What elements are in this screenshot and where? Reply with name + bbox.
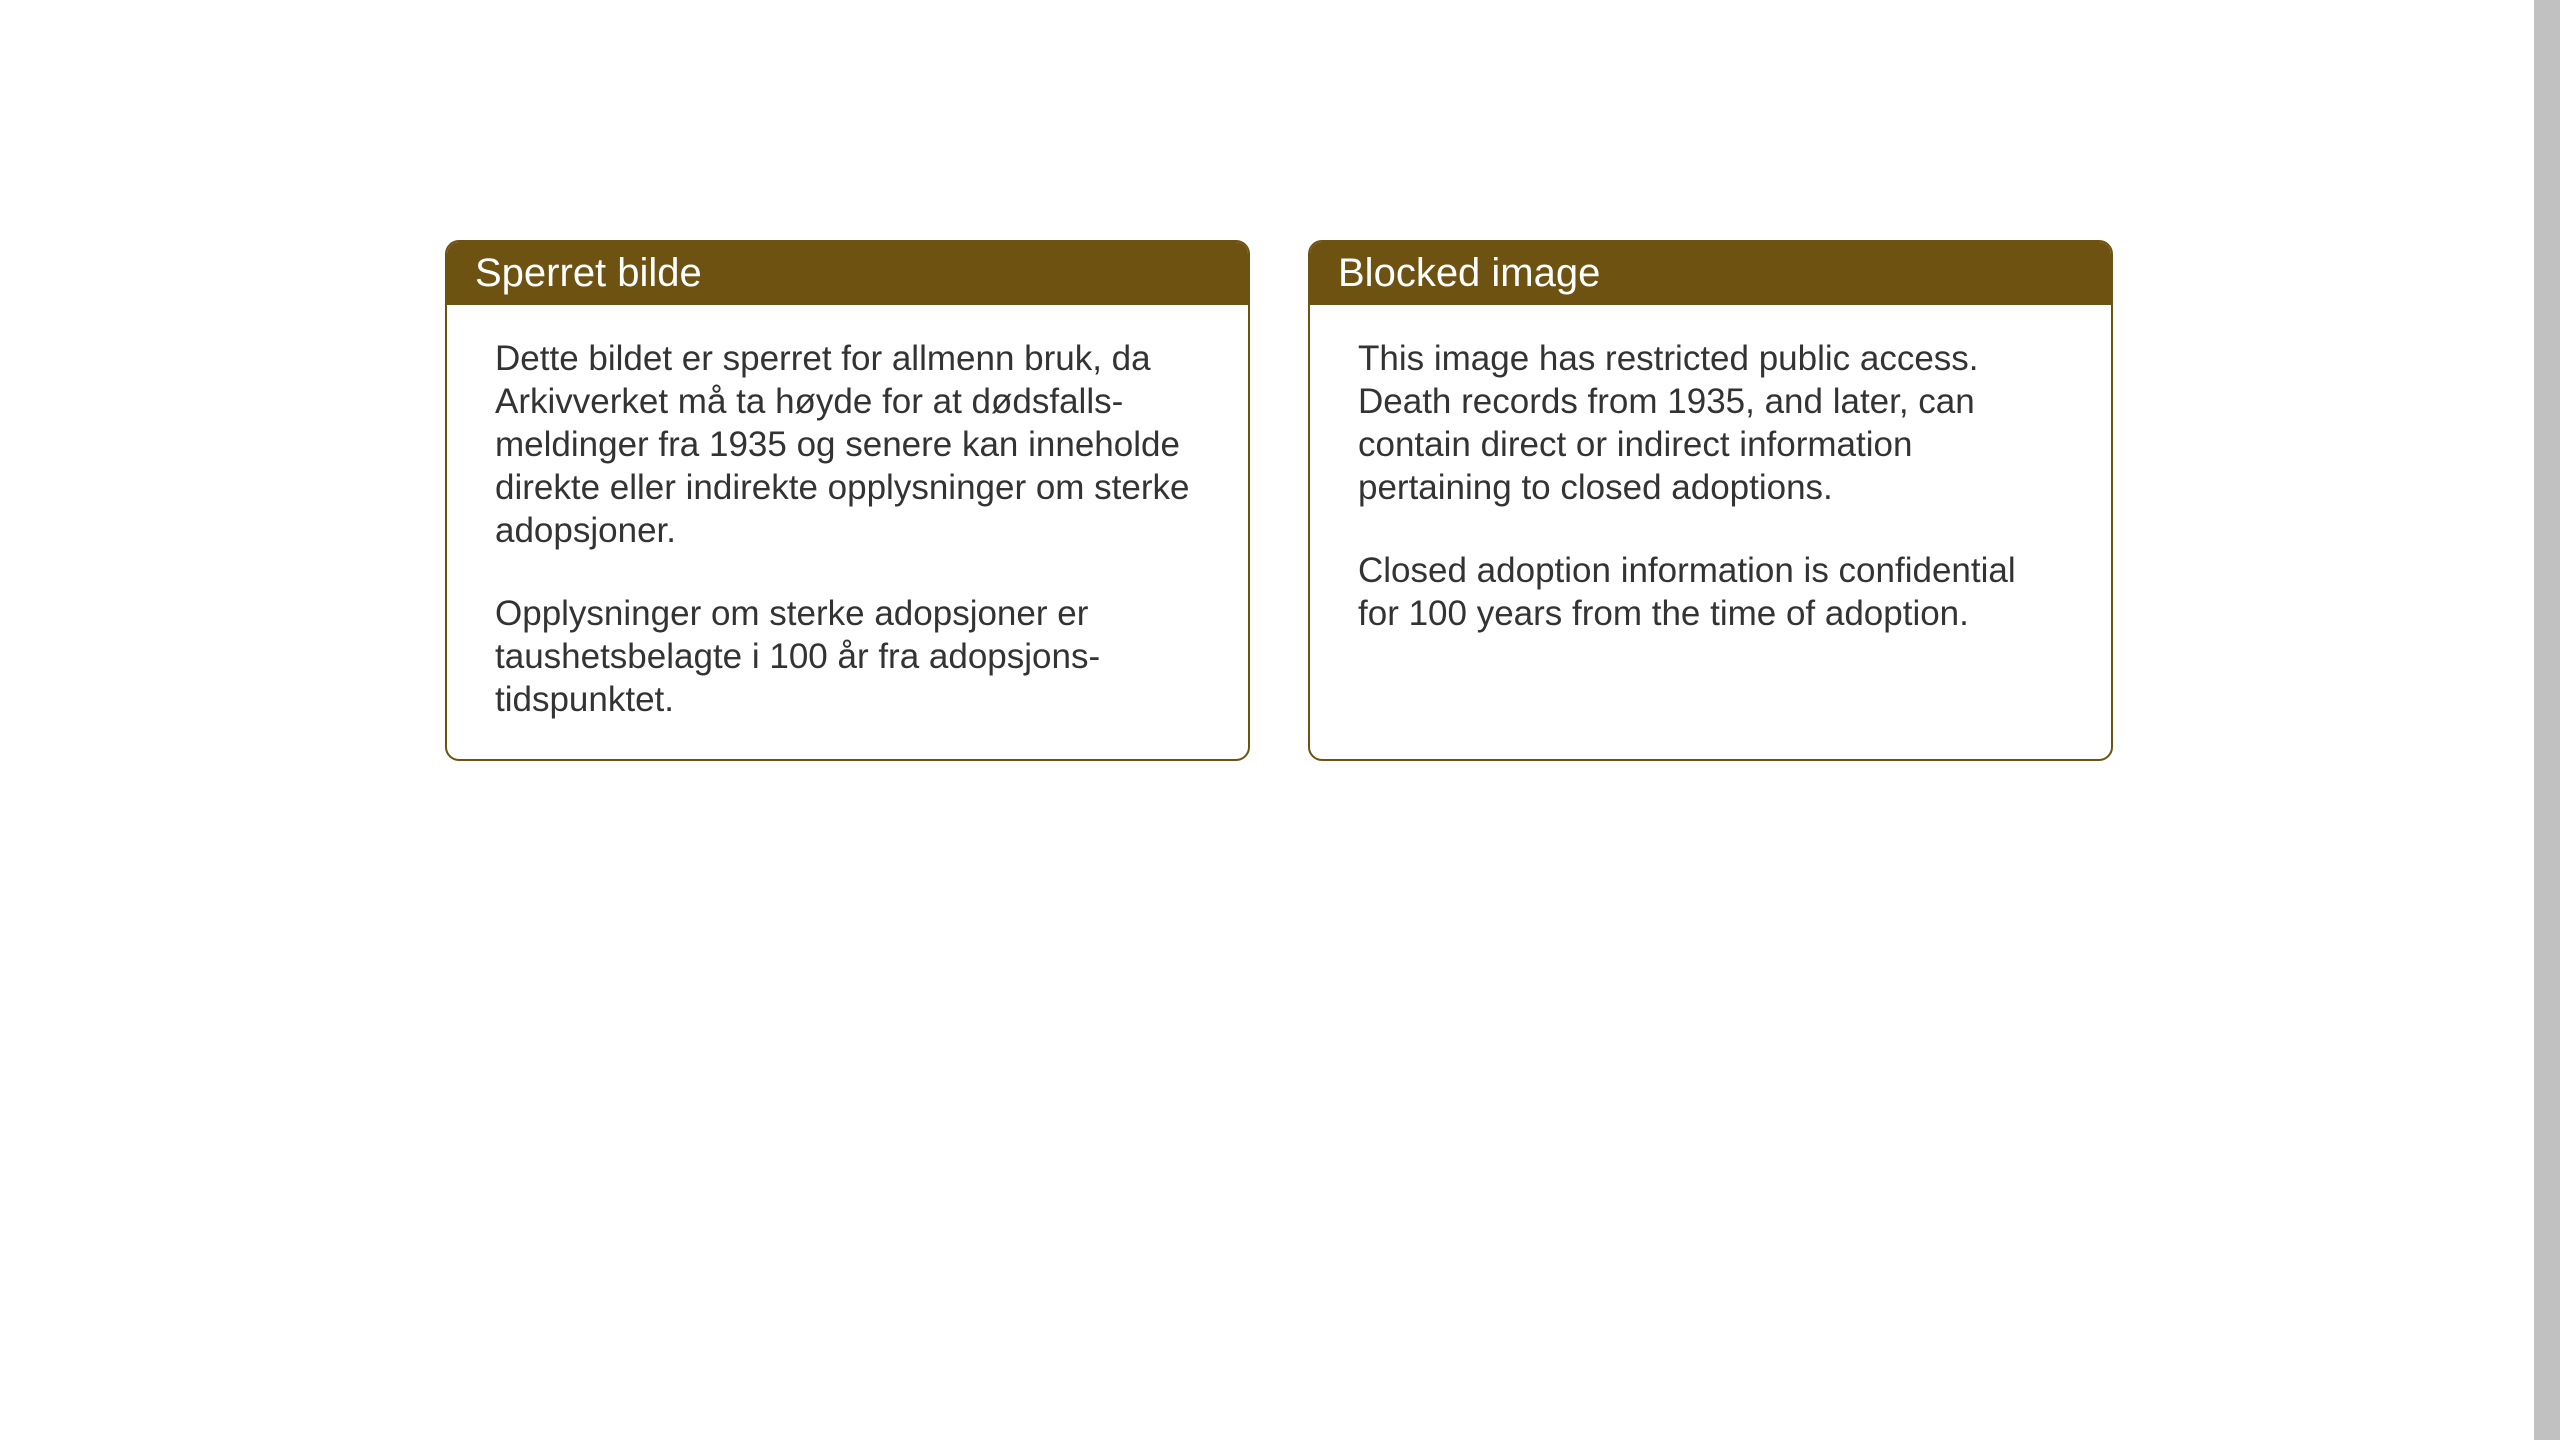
norwegian-notice-card: Sperret bilde Dette bildet er sperret fo… <box>445 240 1250 761</box>
english-card-body: This image has restricted public access.… <box>1310 305 2111 673</box>
english-notice-card: Blocked image This image has restricted … <box>1308 240 2113 761</box>
english-paragraph-1: This image has restricted public access.… <box>1358 337 2063 509</box>
norwegian-paragraph-2: Opplysninger om sterke adopsjoner er tau… <box>495 592 1200 721</box>
scrollbar-thumb[interactable] <box>2534 0 2560 1440</box>
norwegian-paragraph-1: Dette bildet er sperret for allmenn bruk… <box>495 337 1200 552</box>
norwegian-card-title: Sperret bilde <box>447 242 1248 305</box>
norwegian-card-body: Dette bildet er sperret for allmenn bruk… <box>447 305 1248 759</box>
notice-cards-container: Sperret bilde Dette bildet er sperret fo… <box>445 240 2113 761</box>
english-card-title: Blocked image <box>1310 242 2111 305</box>
vertical-scrollbar[interactable] <box>2534 0 2560 1440</box>
english-paragraph-2: Closed adoption information is confident… <box>1358 549 2063 635</box>
